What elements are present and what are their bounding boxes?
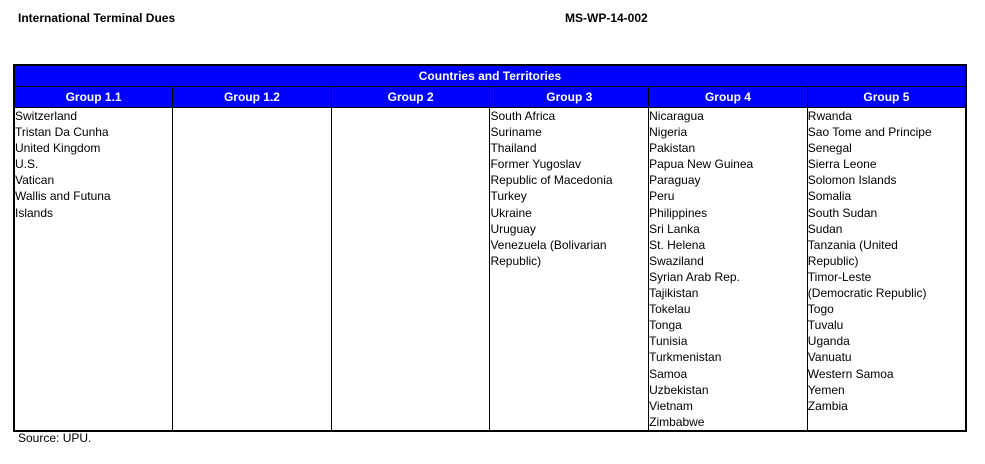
- country-item: Tunisia: [649, 334, 688, 349]
- country-item: Venezuela (Bolivarian Republic): [490, 237, 607, 268]
- country-item: Tanzania (United Republic): [807, 237, 898, 268]
- country-item: Timor-Leste (Democratic Republic): [807, 269, 927, 301]
- column-header-group-5: Group 5: [806, 86, 967, 108]
- column-cell-4: South Africa Suriname Thailand Former Yugos…: [489, 106, 650, 432]
- country-item: Papua New Guinea: [649, 157, 754, 172]
- table-body-row: Switzerland Tristan Da Cunha United Kingdo…: [13, 106, 967, 432]
- country-item: South Africa: [490, 109, 556, 123]
- column-cell-5: Nicaragua Nigeria Pakistan Papua New Guinea…: [648, 106, 808, 432]
- countries-table: Countries and Territories Group 1.1 Group…: [13, 64, 967, 432]
- country-item: Solomon Islands: [807, 173, 897, 188]
- country-item: Yemen: [807, 382, 845, 397]
- column-cell-2: [172, 106, 332, 432]
- country-item: Togo: [807, 302, 834, 317]
- country-item: Peru: [649, 189, 675, 204]
- country-item: Syrian Arab Rep.: [649, 269, 740, 284]
- countries-table-body: Switzerland Tristan Da Cunha United Kingdo…: [13, 106, 967, 432]
- country-item: Western Samoa: [807, 366, 894, 381]
- country-item: Sri Lanka: [649, 221, 700, 236]
- country-item: Nigeria: [649, 125, 688, 140]
- country-item: Tajikistan: [649, 286, 699, 301]
- country-item: Thailand: [490, 141, 537, 156]
- source-note: Source: UPU.: [18, 431, 92, 445]
- country-item: Uruguay: [490, 221, 536, 236]
- column-cell-3: [330, 106, 491, 432]
- country-item: Vanuatu: [807, 350, 852, 365]
- country-item: Zambia: [807, 398, 848, 413]
- column-header-group-3: Group 3: [489, 86, 650, 108]
- country-item: Rwanda: [807, 109, 852, 123]
- country-item: U.S.: [15, 157, 39, 172]
- column-header-group-2: Group 2: [330, 86, 491, 108]
- countries-table-head: Countries and Territories Group 1.1 Group…: [13, 64, 967, 108]
- country-item: Tonga: [649, 318, 682, 333]
- country-item: Vatican: [15, 173, 55, 188]
- country-item: Switzerland: [15, 109, 78, 123]
- column-header-group-4: Group 4: [648, 86, 808, 108]
- country-item: Suriname: [490, 125, 542, 140]
- country-item: Turkmenistan: [649, 350, 722, 365]
- table-title-row: Countries and Territories: [13, 64, 967, 87]
- document-number: MS-WP-14-002: [565, 11, 648, 25]
- country-item: Ukraine: [490, 205, 532, 220]
- country-item: Wallis and Futuna Islands: [15, 189, 111, 220]
- country-item: Sudan: [807, 221, 843, 236]
- country-item: Paraguay: [649, 173, 701, 188]
- document-title: International Terminal Dues: [18, 11, 176, 25]
- country-item: South Sudan: [807, 205, 878, 220]
- country-item: Sao Tome and Principe: [807, 125, 932, 140]
- country-item: Pakistan: [649, 141, 696, 156]
- country-item: Zimbabwe: [649, 414, 705, 429]
- country-item: Tuvalu: [807, 318, 844, 333]
- column-header-group-1-2: Group 1.2: [172, 86, 332, 108]
- country-item: Turkey: [490, 189, 527, 204]
- column-header-group-1-1: Group 1.1: [13, 86, 174, 108]
- country-item: St. Helena: [649, 237, 706, 252]
- country-item: Senegal: [807, 141, 852, 156]
- country-item: Swaziland: [649, 253, 704, 268]
- country-item: Nicaragua: [649, 109, 704, 123]
- country-item: Sierra Leone: [807, 157, 877, 172]
- country-item: Former Yugoslav Republic of Macedonia: [490, 157, 613, 188]
- table-title: Countries and Territories: [13, 64, 967, 87]
- country-item: Somalia: [807, 189, 852, 204]
- country-item: Samoa: [649, 366, 688, 381]
- country-item: Tokelau: [649, 302, 691, 317]
- country-item: United Kingdom: [15, 141, 101, 156]
- country-item: Philippines: [649, 205, 708, 220]
- column-cell-6: Rwanda Sao Tome and Principe Senegal Sierra…: [806, 106, 967, 432]
- column-cell-1: Switzerland Tristan Da Cunha United Kingdo…: [13, 106, 174, 432]
- country-item: Uzbekistan: [649, 382, 709, 397]
- country-item: Uganda: [807, 334, 850, 349]
- country-item: Vietnam: [649, 398, 693, 413]
- country-item: Tristan Da Cunha: [15, 125, 109, 140]
